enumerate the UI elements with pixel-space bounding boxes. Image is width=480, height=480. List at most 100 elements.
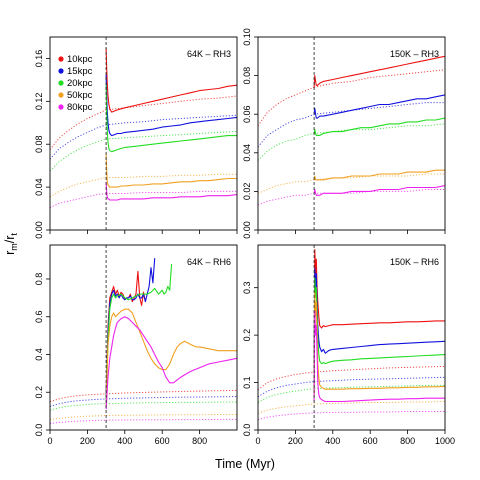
baseline-line-2: [314, 376, 445, 383]
y-axis-label-sep: /r: [3, 236, 17, 244]
pre-event-line-5: [50, 193, 107, 208]
baseline-line-3: [106, 401, 237, 405]
pre-event-line-5: [258, 412, 315, 421]
pre-event-line-4: [258, 403, 315, 414]
y-tick-label: 0.00: [34, 221, 44, 239]
baseline-line-1: [106, 389, 237, 395]
legend-label: 10kpc: [67, 54, 93, 65]
y-tick-label: 0.6: [34, 310, 44, 323]
x-axis-label: Time (Myr): [215, 457, 275, 471]
series-line-2: [313, 94, 445, 119]
x-tick-label: 400: [117, 436, 132, 446]
y-axis-label-main: r: [3, 251, 17, 255]
panel-label: 150K – RH6: [390, 257, 439, 267]
series-line-3: [105, 85, 237, 153]
x-tick-label: 200: [80, 436, 95, 446]
y-tick-label: 0.4: [34, 348, 44, 361]
baseline-line-5: [106, 418, 237, 421]
baseline-line-4: [106, 173, 237, 178]
series-line-3: [313, 117, 445, 136]
series-line-1: [313, 55, 445, 88]
plot-area: [258, 249, 445, 421]
legend-marker: [58, 92, 64, 98]
y-tick-label: 0.04: [242, 144, 252, 162]
legend-marker: [58, 80, 64, 86]
baseline-line-2: [314, 102, 445, 115]
pre-event-line-4: [50, 415, 107, 421]
legend-marker: [58, 104, 64, 110]
baseline-line-3: [106, 130, 237, 140]
pre-event-line-3: [258, 388, 315, 403]
y-tick-label: 0.1: [242, 376, 252, 389]
y-tick-label: 0.8: [34, 273, 44, 286]
legend-marker: [58, 68, 64, 74]
series-line-4: [105, 154, 237, 188]
pre-event-line-1: [258, 86, 315, 127]
series-line-4: [105, 308, 237, 408]
y-tick-label: 0.0: [242, 424, 252, 437]
y-tick-label: 0.08: [242, 67, 252, 85]
panel-3: 0 200 400 600 800 0.0 0.2 0.4 0.6 0.8 64K – RH6: [34, 244, 238, 446]
x-tick-label: 400: [325, 436, 340, 446]
pre-event-line-3: [258, 133, 315, 161]
x-tick-label: 0: [47, 436, 52, 446]
series-line-1: [105, 47, 237, 113]
legend-label: 15kpc: [67, 66, 93, 77]
y-tick-label: 0.16: [34, 50, 44, 68]
pre-event-line-4: [258, 179, 315, 194]
x-tick-label: 800: [192, 436, 207, 446]
series-line-2: [105, 258, 156, 398]
legend-label: 50kpc: [67, 90, 93, 101]
pre-event-line-3: [50, 138, 107, 172]
baseline-line-3: [314, 384, 445, 390]
pre-event-line-1: [50, 109, 107, 150]
series-line-5: [313, 185, 445, 196]
x-tick-label: 600: [155, 436, 170, 446]
panel-frame: [257, 36, 446, 231]
pre-event-line-3: [50, 403, 107, 411]
pre-event-line-2: [50, 124, 107, 160]
baseline-line-4: [106, 414, 237, 416]
panel-frame: [49, 36, 238, 231]
plot-area: [50, 47, 237, 208]
y-tick-label: 0.12: [34, 93, 44, 111]
plot-area: [258, 55, 445, 206]
baseline-line-1: [313, 69, 445, 88]
baseline-line-2: [106, 396, 237, 400]
series-line-4: [313, 169, 445, 181]
y-axis-label: rm/rt: [3, 233, 19, 255]
pre-event-line-2: [258, 113, 315, 148]
panel-frame: [257, 244, 446, 431]
legend-marker: [58, 56, 64, 62]
pre-event-line-1: [258, 371, 315, 391]
series-line-2: [313, 268, 445, 383]
y-tick-label: 0.04: [34, 178, 44, 196]
y-tick-label: 0.08: [34, 135, 44, 153]
panel-label: 150K – RH3: [390, 49, 439, 59]
series-line-5: [105, 181, 237, 201]
series-line-3: [313, 277, 445, 388]
pre-event-line-2: [258, 381, 315, 398]
panel-4: 0 200 400 600 800 1000 0.0 0.1 0.2 0.3 150K – RH6: [242, 244, 455, 446]
panel-2: 0.00 0.02 0.04 0.06 0.08 0.10 150K – RH3: [242, 28, 446, 239]
series-line-1: [313, 249, 445, 374]
pre-event-line-1: [50, 393, 107, 403]
series-line-5: [105, 316, 237, 410]
legend-label: 20kpc: [67, 78, 93, 89]
baseline-line-2: [106, 114, 237, 126]
x-tick-label: 600: [363, 436, 378, 446]
x-tick-label: 0: [255, 436, 260, 446]
y-tick-label: 0.00: [242, 221, 252, 239]
x-tick-label: 800: [400, 436, 415, 446]
y-tick-label: 0.0: [34, 424, 44, 437]
series-line-3: [105, 263, 173, 402]
series-line-5: [313, 310, 445, 403]
plot-area: [50, 258, 237, 424]
y-tick-label: 0.10: [242, 28, 252, 46]
pre-event-line-5: [50, 419, 107, 424]
legend-label: 80kpc: [67, 102, 93, 113]
baseline-line-4: [314, 401, 445, 405]
y-tick-label: 0.3: [242, 281, 252, 294]
